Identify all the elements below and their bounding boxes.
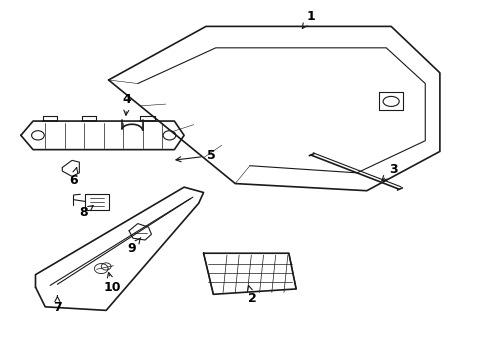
Text: 9: 9 [128,238,141,255]
Text: 1: 1 [302,10,315,28]
Text: 6: 6 [69,167,78,186]
Text: 7: 7 [53,296,62,314]
Text: 5: 5 [176,149,215,162]
Text: 10: 10 [104,273,121,294]
Text: 4: 4 [122,93,131,115]
Text: 3: 3 [382,163,398,181]
Text: 8: 8 [79,206,93,219]
Text: 2: 2 [247,285,257,305]
